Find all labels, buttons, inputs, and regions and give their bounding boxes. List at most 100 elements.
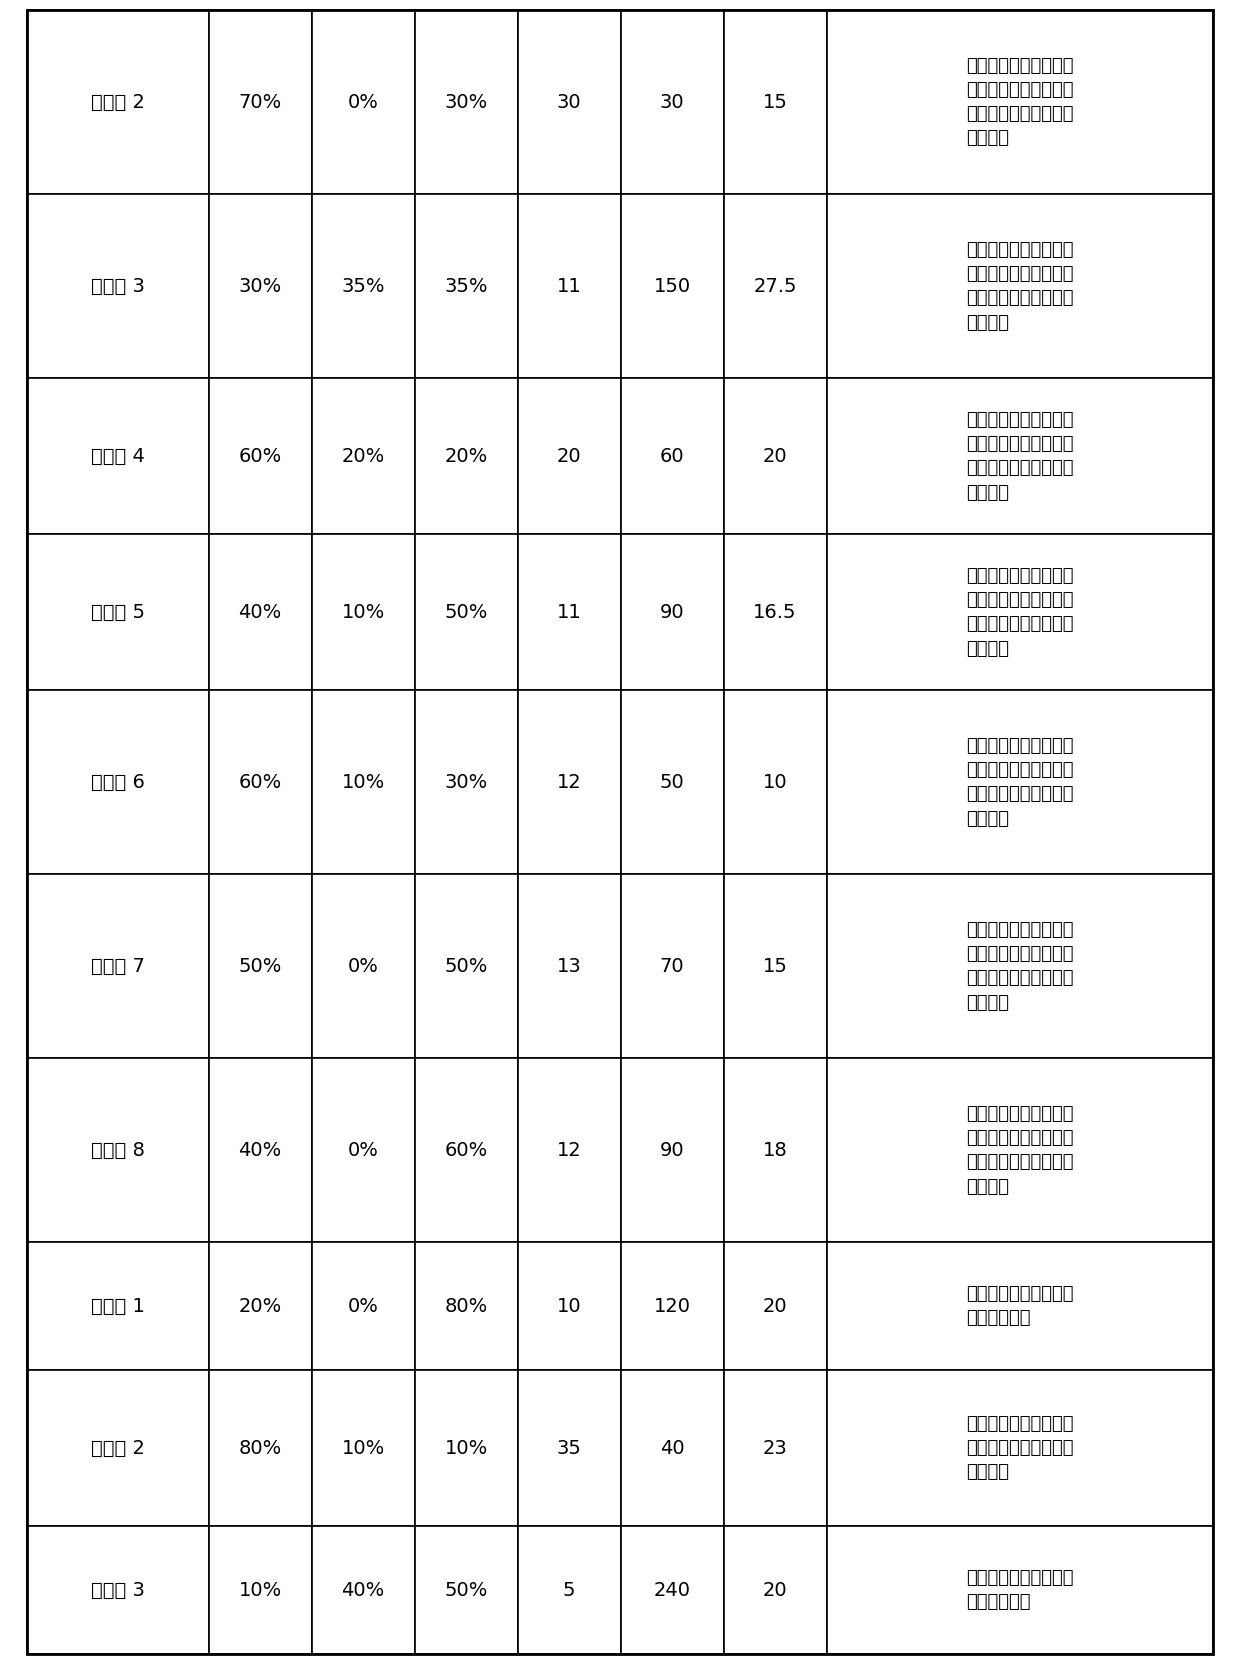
Text: 70%: 70%	[238, 93, 281, 111]
Bar	[517, 1058, 620, 1243]
Text: 0%: 0%	[347, 93, 378, 111]
Bar	[311, 1243, 414, 1369]
Bar	[311, 691, 414, 874]
Bar	[311, 10, 414, 195]
Bar	[208, 378, 311, 534]
Text: 50%: 50%	[444, 1581, 487, 1599]
Text: 试验组 3: 试验组 3	[91, 276, 145, 296]
Bar	[414, 1369, 517, 1526]
Text: 对照组 3: 对照组 3	[91, 1581, 145, 1599]
Text: 30: 30	[660, 93, 684, 111]
Bar	[414, 1058, 517, 1243]
Bar	[620, 1369, 724, 1526]
Bar	[724, 10, 827, 195]
Bar	[724, 1526, 827, 1654]
Text: 试验组 2: 试验组 2	[91, 93, 145, 111]
Text: 10: 10	[557, 1296, 582, 1316]
Text: 150: 150	[653, 276, 691, 296]
Bar	[311, 1526, 414, 1654]
Bar	[27, 10, 208, 195]
Bar	[827, 691, 1213, 874]
Text: 30%: 30%	[238, 276, 281, 296]
Bar	[517, 1243, 620, 1369]
Bar	[27, 1243, 208, 1369]
Text: 20%: 20%	[341, 446, 384, 466]
Text: 12: 12	[557, 1142, 582, 1160]
Text: 20: 20	[763, 1296, 787, 1316]
Text: 20%: 20%	[238, 1296, 281, 1316]
Text: 40%: 40%	[238, 602, 281, 622]
Text: 20: 20	[557, 446, 582, 466]
Text: 试验组 5: 试验组 5	[91, 602, 145, 622]
Bar	[208, 1369, 311, 1526]
Bar	[517, 1369, 620, 1526]
Text: 27.5: 27.5	[754, 276, 797, 296]
Text: 60%: 60%	[238, 772, 281, 792]
Bar	[414, 874, 517, 1058]
Bar	[311, 195, 414, 378]
Text: 试验组 7: 试验组 7	[91, 957, 145, 975]
Text: 对照组 1: 对照组 1	[91, 1296, 145, 1316]
Text: 0%: 0%	[347, 1296, 378, 1316]
Bar	[208, 10, 311, 195]
Bar	[311, 534, 414, 691]
Bar	[620, 195, 724, 378]
Text: 60: 60	[660, 446, 684, 466]
Bar	[724, 1058, 827, 1243]
Text: 对照组 2: 对照组 2	[91, 1439, 145, 1458]
Bar	[27, 1058, 208, 1243]
Text: 未能清晰地识别晶片表
面孪晶分布。: 未能清晰地识别晶片表 面孪晶分布。	[966, 1285, 1074, 1328]
Text: 10%: 10%	[341, 772, 384, 792]
Bar	[724, 874, 827, 1058]
Text: 18: 18	[763, 1142, 787, 1160]
Text: 15: 15	[763, 957, 787, 975]
Text: 0%: 0%	[347, 957, 378, 975]
Bar	[27, 691, 208, 874]
Text: 90: 90	[660, 1142, 684, 1160]
Text: 240: 240	[653, 1581, 691, 1599]
Bar	[414, 1243, 517, 1369]
Text: 40: 40	[660, 1439, 684, 1458]
Text: 晶片主背面光滑且均匀
一致，亮度正常，可以
清晰地识别晶片表面孪
晶分布。: 晶片主背面光滑且均匀 一致，亮度正常，可以 清晰地识别晶片表面孪 晶分布。	[966, 920, 1074, 1012]
Bar	[517, 195, 620, 378]
Text: 13: 13	[557, 957, 582, 975]
Text: 30: 30	[557, 93, 582, 111]
Text: 60%: 60%	[238, 446, 281, 466]
Bar	[620, 10, 724, 195]
Bar	[724, 1369, 827, 1526]
Bar	[724, 378, 827, 534]
Bar	[208, 1058, 311, 1243]
Text: 35%: 35%	[341, 276, 384, 296]
Bar	[311, 1058, 414, 1243]
Text: 12: 12	[557, 772, 582, 792]
Text: 20: 20	[763, 1581, 787, 1599]
Bar	[27, 534, 208, 691]
Bar	[724, 534, 827, 691]
Bar	[27, 874, 208, 1058]
Bar	[208, 1526, 311, 1654]
Bar	[827, 195, 1213, 378]
Bar	[208, 534, 311, 691]
Text: 40%: 40%	[238, 1142, 281, 1160]
Text: 20: 20	[763, 446, 787, 466]
Bar	[827, 1526, 1213, 1654]
Bar	[620, 378, 724, 534]
Text: 晶片主背面光滑且均匀
一致，亮度正常，可以
清晰地识别晶片表面孪
晶分布。: 晶片主背面光滑且均匀 一致，亮度正常，可以 清晰地识别晶片表面孪 晶分布。	[966, 57, 1074, 148]
Text: 10%: 10%	[238, 1581, 281, 1599]
Bar	[311, 378, 414, 534]
Bar	[208, 874, 311, 1058]
Text: 10%: 10%	[444, 1439, 487, 1458]
Bar	[517, 378, 620, 534]
Bar	[414, 378, 517, 534]
Text: 15: 15	[763, 93, 787, 111]
Bar	[827, 1058, 1213, 1243]
Bar	[517, 1526, 620, 1654]
Bar	[414, 195, 517, 378]
Text: 30%: 30%	[444, 772, 487, 792]
Bar	[27, 1369, 208, 1526]
Bar	[517, 874, 620, 1058]
Bar	[827, 1369, 1213, 1526]
Text: 10%: 10%	[341, 602, 384, 622]
Bar	[724, 1243, 827, 1369]
Bar	[208, 1243, 311, 1369]
